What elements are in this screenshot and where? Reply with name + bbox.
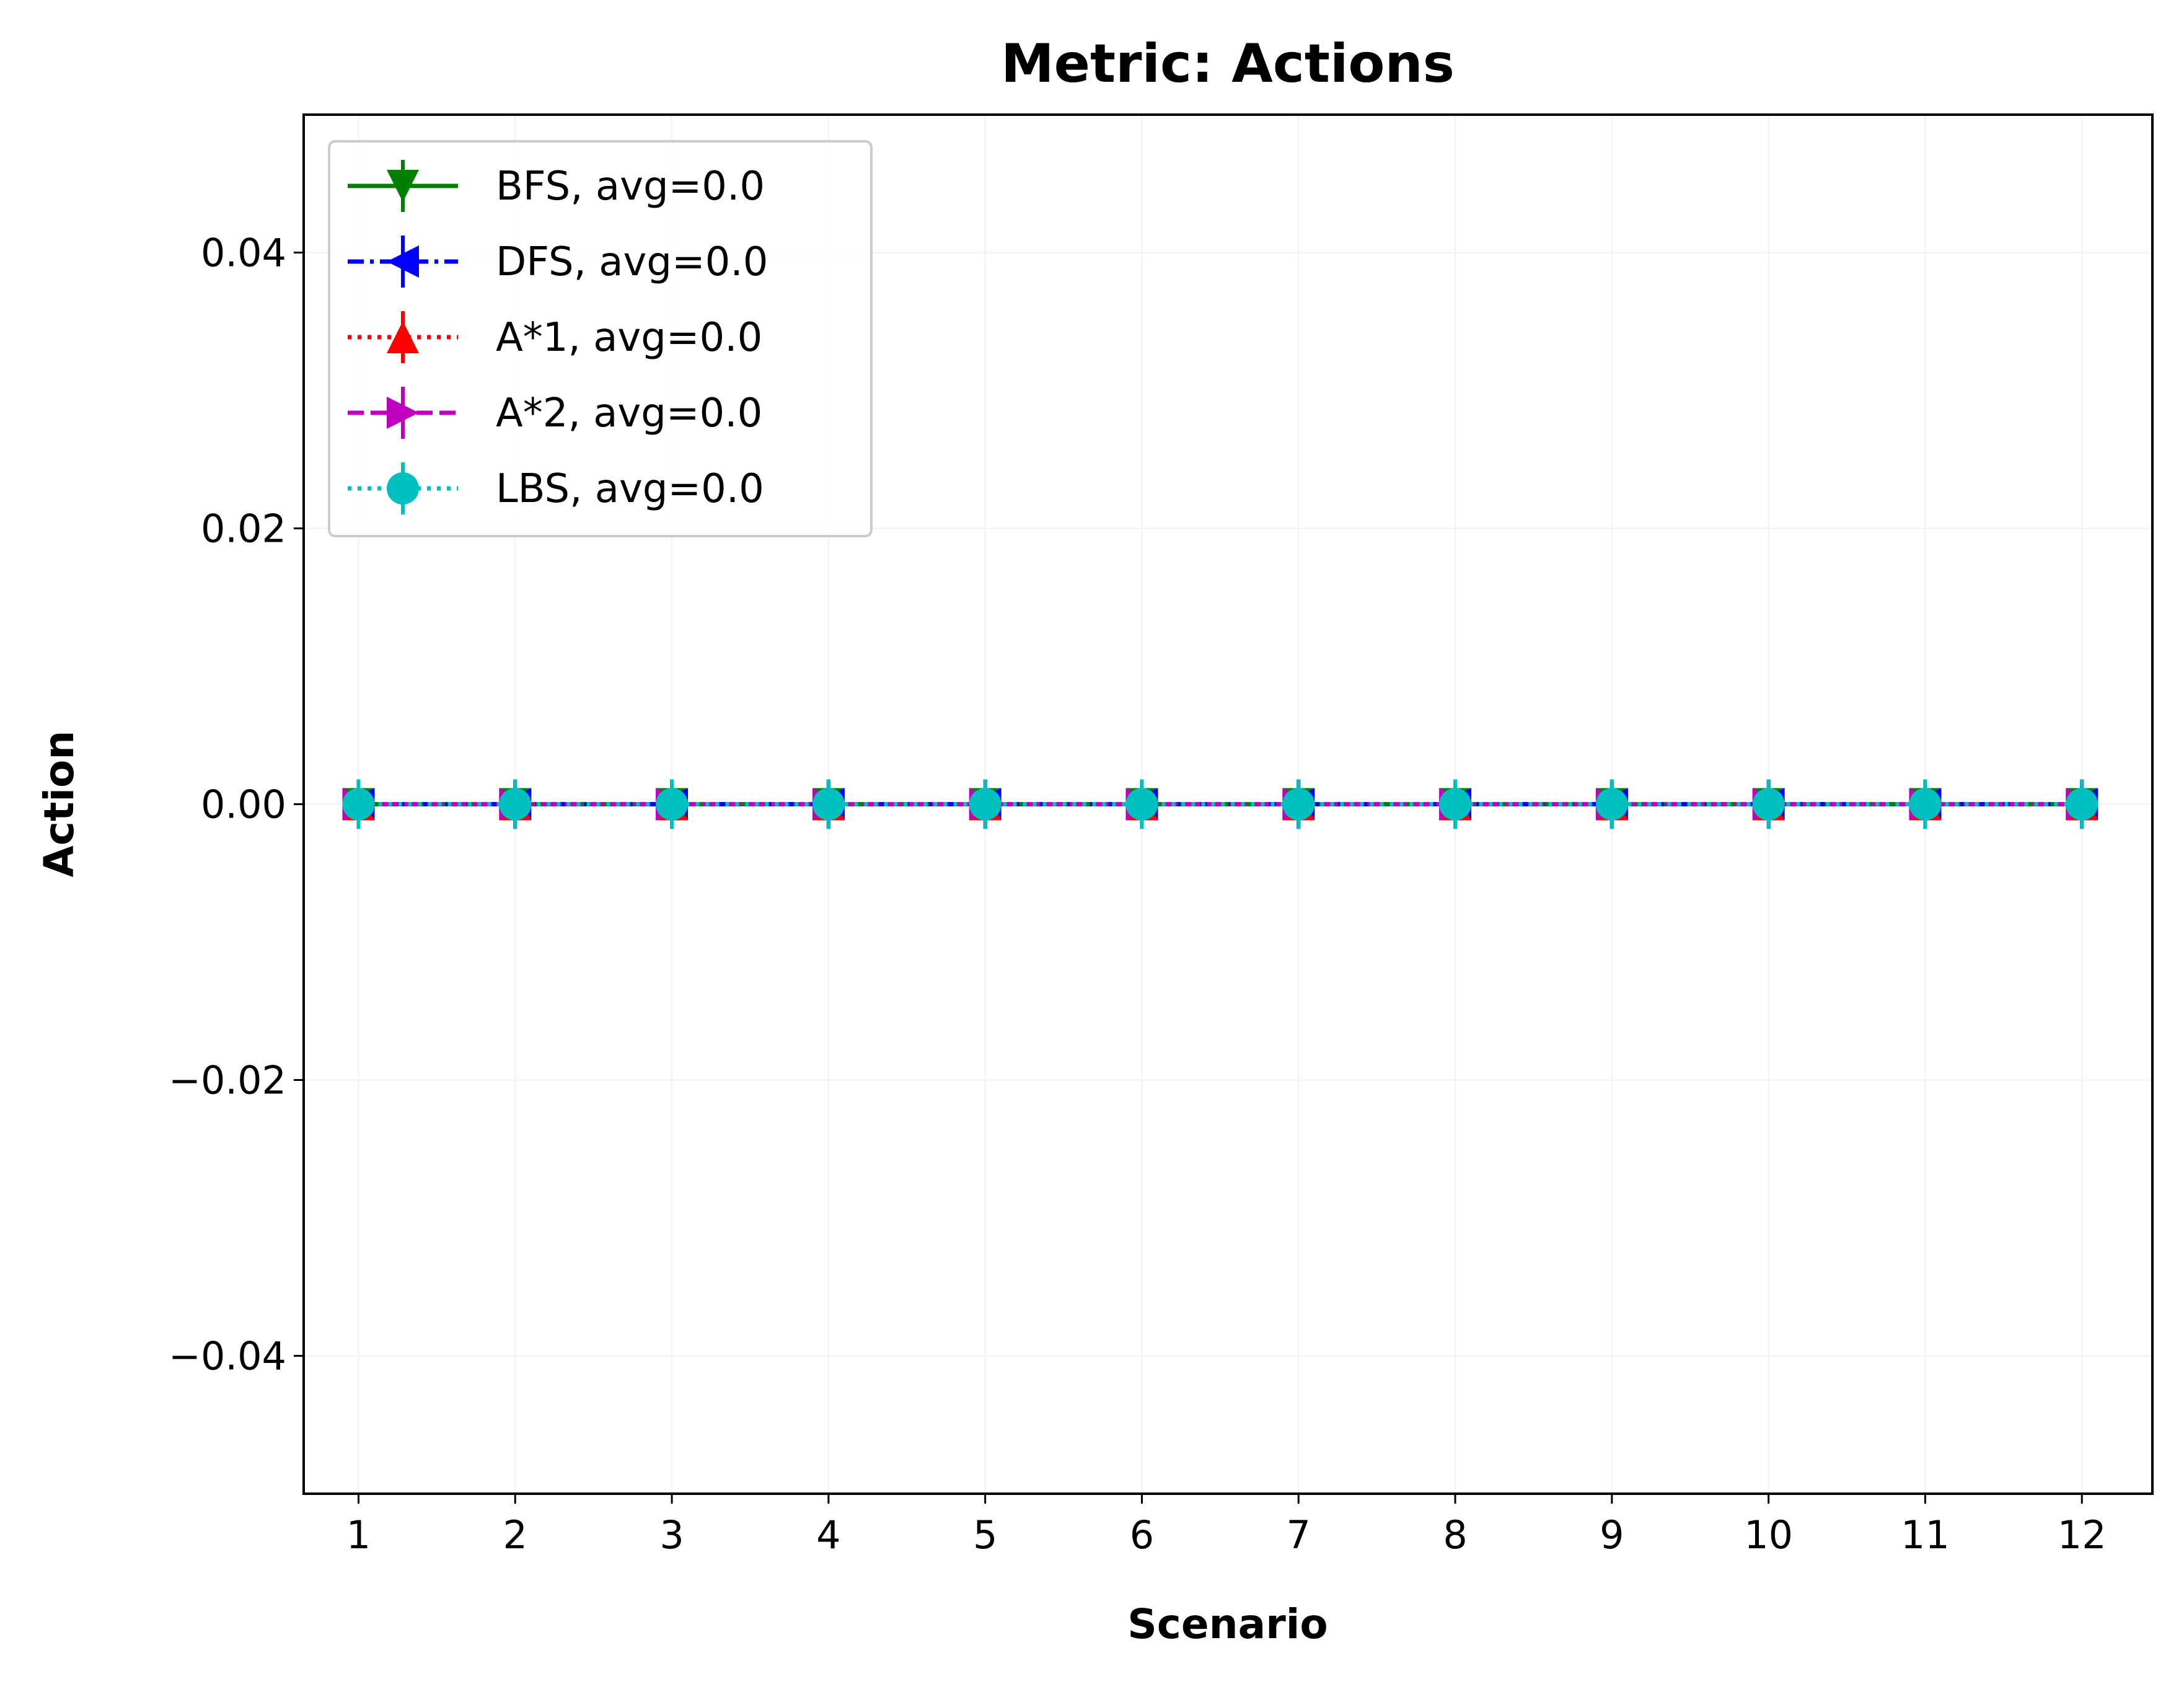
x-tick-label: 7 <box>1287 1512 1311 1558</box>
legend-marker <box>387 170 419 202</box>
y-axis-title: Action <box>35 731 83 878</box>
x-tick-label: 12 <box>2058 1512 2107 1558</box>
legend-entry: DFS, avg=0.0 <box>348 236 768 288</box>
x-tick-label: 8 <box>1443 1512 1467 1558</box>
y-tick-label: 0.04 <box>201 231 286 276</box>
legend-entry: BFS, avg=0.0 <box>348 160 765 212</box>
legend-label: LBS, avg=0.0 <box>496 466 764 512</box>
x-tick-label: 11 <box>1901 1512 1950 1558</box>
legend-label: BFS, avg=0.0 <box>496 164 765 209</box>
legend-box <box>328 140 873 537</box>
y-tick-label: 0.02 <box>201 506 286 552</box>
x-tick-label: 5 <box>973 1512 997 1558</box>
legend-marker <box>387 397 419 429</box>
data-point <box>969 788 1002 821</box>
data-point <box>2066 788 2098 821</box>
legend: BFS, avg=0.0 DFS, avg=0.0 A*1, avg=0.0 A*2,… <box>328 140 873 537</box>
x-tick-label: 1 <box>346 1512 371 1558</box>
legend-marker <box>387 472 419 505</box>
legend-marker <box>387 321 419 353</box>
data-point <box>1909 788 1942 821</box>
data-point <box>499 788 532 821</box>
legend-label: A*2, avg=0.0 <box>496 390 762 436</box>
data-point <box>1439 788 1472 821</box>
x-tick-label: 2 <box>503 1512 527 1558</box>
data-point <box>342 788 375 821</box>
x-tick-label: 10 <box>1744 1512 1793 1558</box>
data-point <box>1752 788 1785 821</box>
legend-label: DFS, avg=0.0 <box>496 239 768 285</box>
data-point <box>656 788 689 821</box>
series-4 <box>342 779 2098 829</box>
series-layer <box>342 779 2098 829</box>
legend-entry: LBS, avg=0.0 <box>348 462 764 514</box>
chart-title: Metric: Actions <box>1001 33 1455 95</box>
y-tick-label: 0.00 <box>201 782 286 827</box>
x-tick-label: 6 <box>1130 1512 1154 1558</box>
data-point <box>1125 788 1158 821</box>
y-tick-label: −0.04 <box>169 1334 286 1379</box>
legend-entry: A*1, avg=0.0 <box>348 311 762 363</box>
data-point <box>1595 788 1628 821</box>
data-point <box>812 788 845 821</box>
legend-label: A*1, avg=0.0 <box>496 315 762 361</box>
axes: 1 2 3 4 5 6 7 8 9 10 11 12−0.04−0.020.000.020.04 <box>169 231 2107 1558</box>
data-point <box>1282 788 1315 821</box>
legend-marker <box>387 245 419 278</box>
x-axis-title: Scenario <box>1127 1600 1328 1648</box>
x-tick-label: 4 <box>816 1512 840 1558</box>
x-tick-label: 9 <box>1600 1512 1624 1558</box>
y-tick-label: −0.02 <box>169 1058 286 1103</box>
x-tick-label: 3 <box>659 1512 684 1558</box>
legend-entry: A*2, avg=0.0 <box>348 387 762 439</box>
